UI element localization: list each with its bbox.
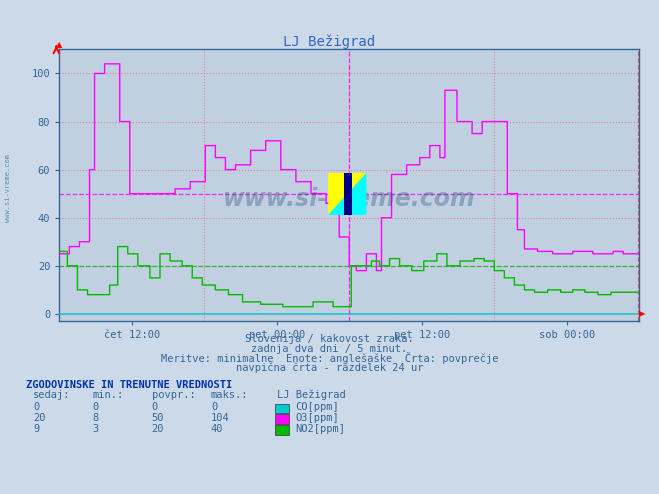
Text: 0: 0: [92, 402, 98, 412]
Text: navpična črta - razdelek 24 ur: navpična črta - razdelek 24 ur: [236, 363, 423, 373]
Text: 50: 50: [152, 413, 164, 423]
Text: 0: 0: [211, 402, 217, 412]
Text: 0: 0: [33, 402, 39, 412]
Text: 104: 104: [211, 413, 229, 423]
Text: sedaj:: sedaj:: [33, 390, 71, 400]
Text: ▲: ▲: [56, 41, 63, 49]
Text: O3[ppm]: O3[ppm]: [295, 413, 339, 423]
Text: www.si-vreme.com: www.si-vreme.com: [223, 187, 476, 211]
Text: 9: 9: [33, 424, 39, 434]
Text: LJ Bežigrad: LJ Bežigrad: [277, 389, 345, 400]
Text: povpr.:: povpr.:: [152, 390, 195, 400]
Text: 20: 20: [152, 424, 164, 434]
Text: LJ Bežigrad: LJ Bežigrad: [283, 35, 376, 49]
Text: 0: 0: [152, 402, 158, 412]
Text: www.si-vreme.com: www.si-vreme.com: [5, 154, 11, 222]
Text: maks.:: maks.:: [211, 390, 248, 400]
Text: ZGODOVINSKE IN TRENUTNE VREDNOSTI: ZGODOVINSKE IN TRENUTNE VREDNOSTI: [26, 380, 233, 390]
Text: CO[ppm]: CO[ppm]: [295, 402, 339, 412]
Text: 3: 3: [92, 424, 98, 434]
Text: 8: 8: [92, 413, 98, 423]
Text: 20: 20: [33, 413, 45, 423]
Text: ▶: ▶: [639, 309, 646, 319]
Text: min.:: min.:: [92, 390, 123, 400]
Text: zadnja dva dni / 5 minut.: zadnja dva dni / 5 minut.: [251, 344, 408, 354]
Text: Slovenija / kakovost zraka.: Slovenija / kakovost zraka.: [245, 334, 414, 344]
Text: NO2[ppm]: NO2[ppm]: [295, 424, 345, 434]
Text: Meritve: minimalne  Enote: anglešaške  Črta: povprečje: Meritve: minimalne Enote: anglešaške Črt…: [161, 352, 498, 364]
Text: 40: 40: [211, 424, 223, 434]
